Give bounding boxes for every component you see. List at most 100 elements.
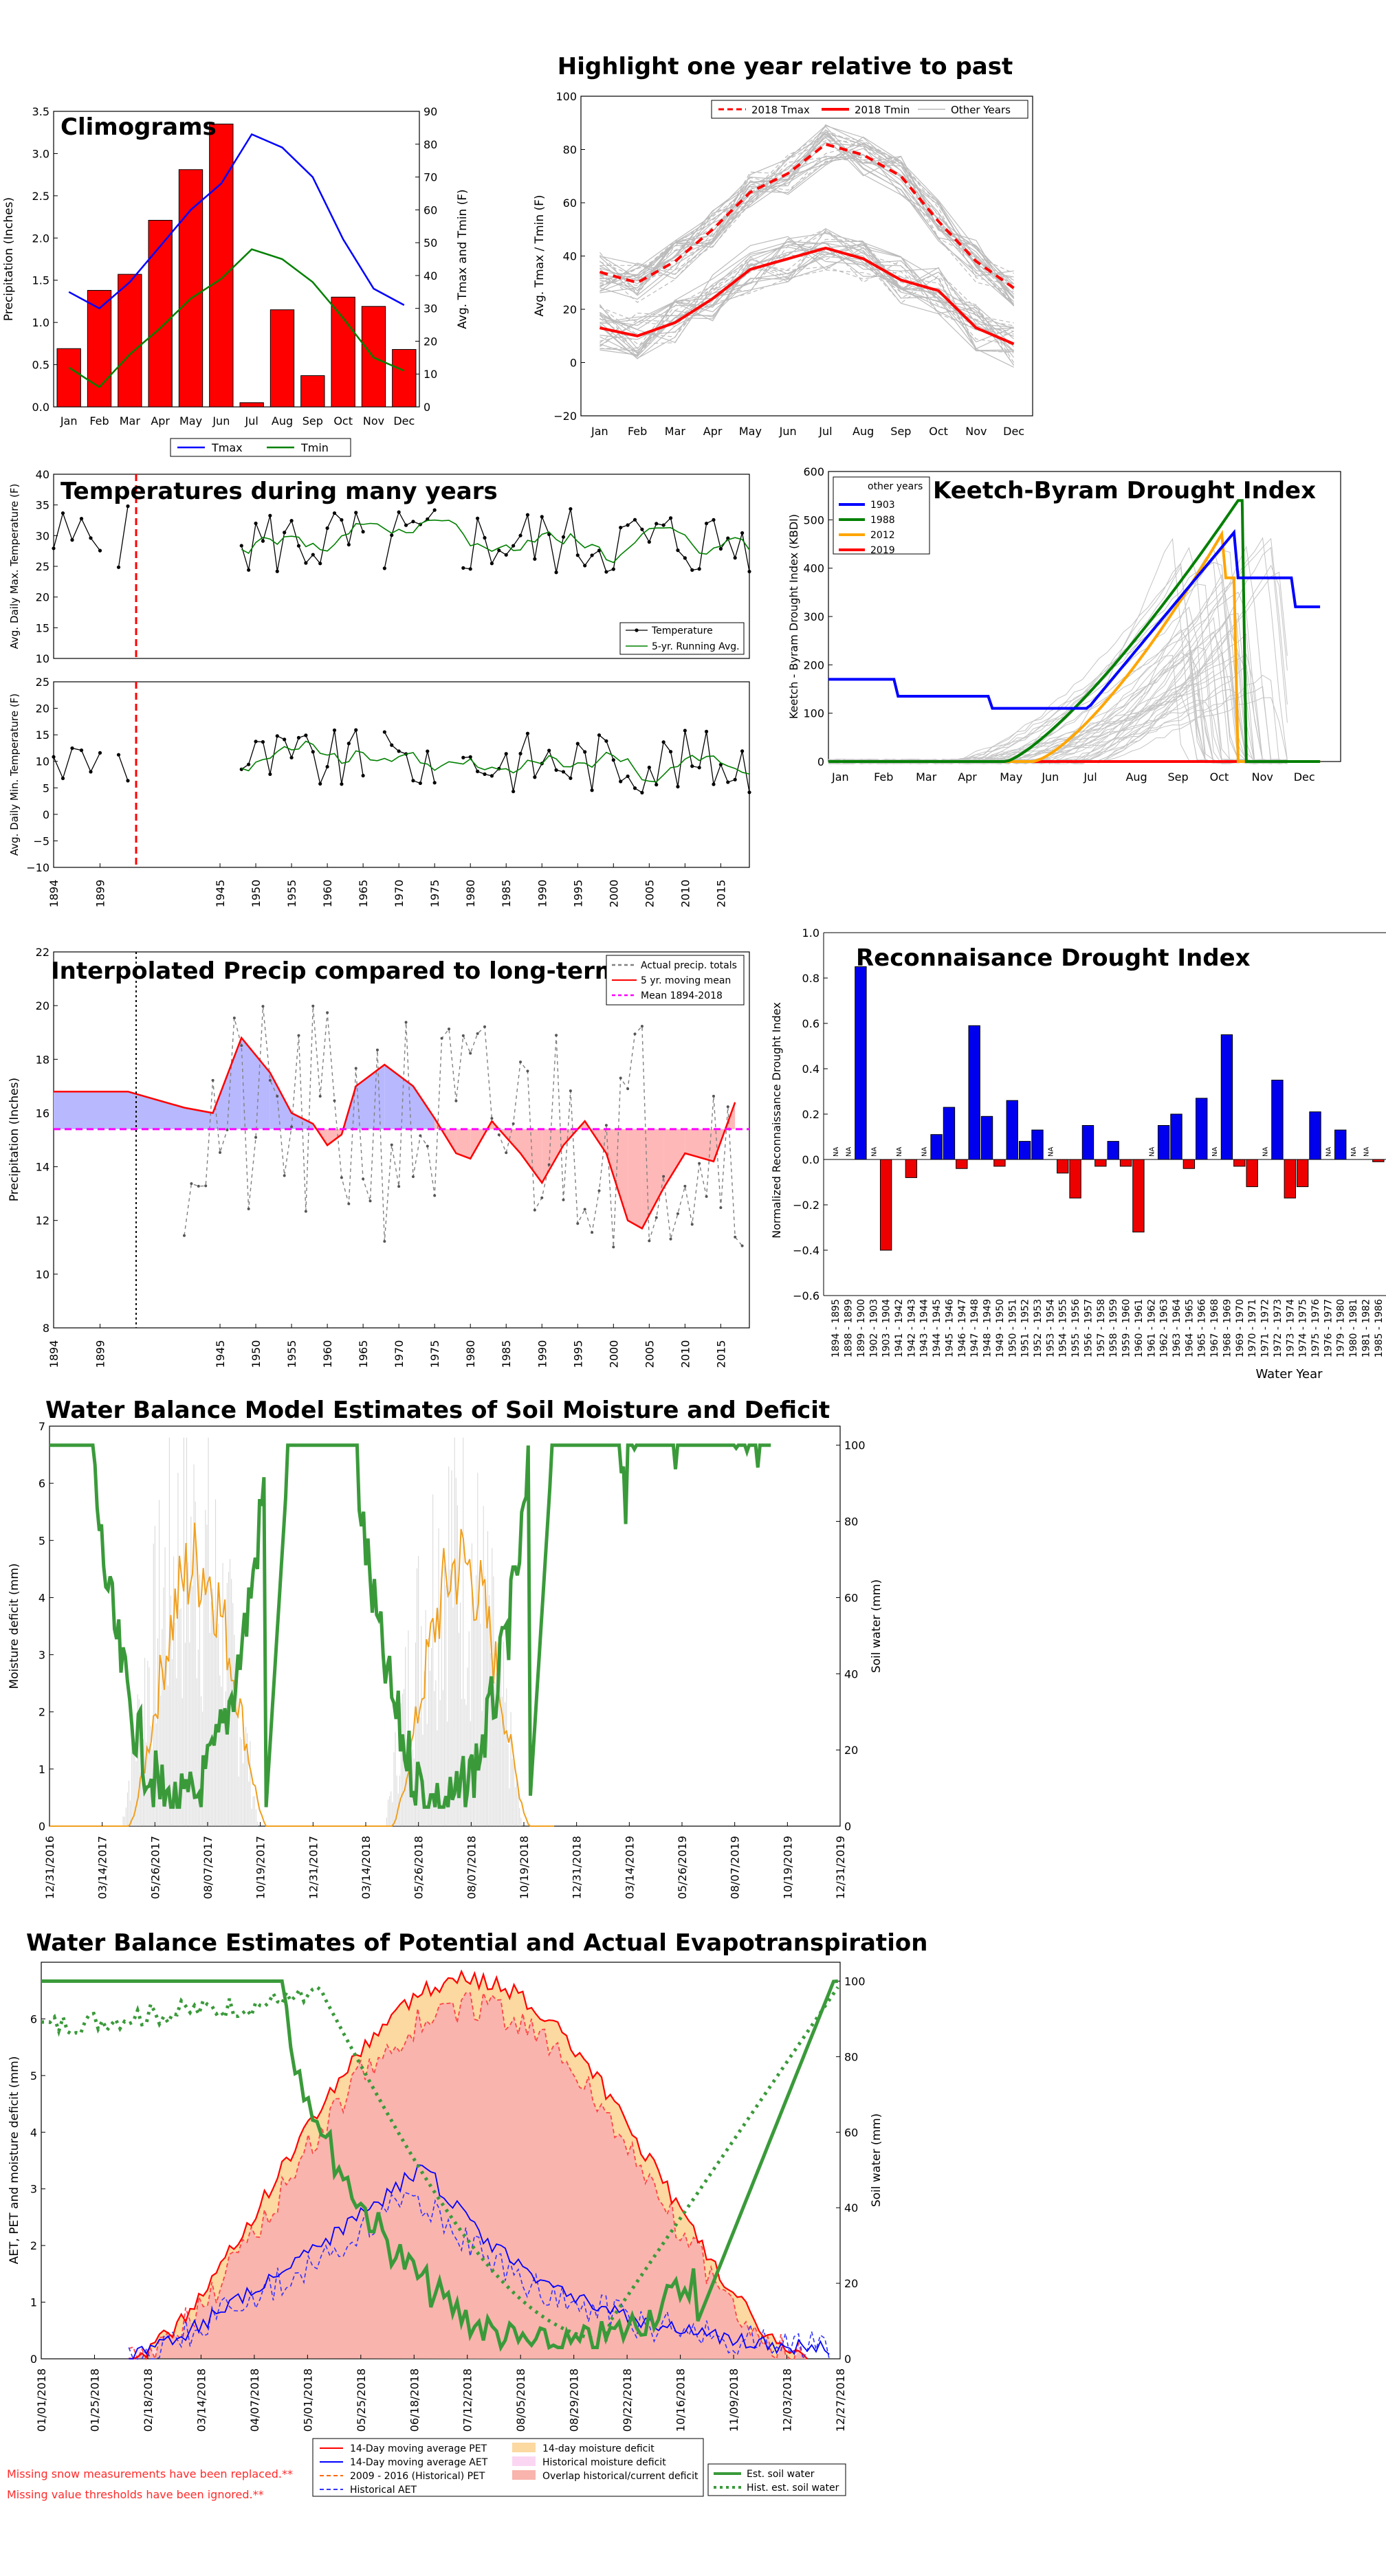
surplus-area [384, 1065, 413, 1129]
other-year-line [600, 241, 1014, 328]
legend-label: Temperature [651, 625, 713, 636]
month-label: Sep [302, 414, 323, 428]
y-tick-label: 10 [36, 755, 50, 768]
y-tick-label: 10 [424, 368, 437, 381]
temperature-point [397, 749, 401, 753]
temperature-point [668, 750, 673, 754]
actual-precip-point [197, 1184, 200, 1188]
actual-precip-point [662, 1175, 666, 1178]
x-tick-label: 1975 [428, 880, 441, 908]
temperature-point [126, 504, 130, 509]
y-tick-label: 60 [844, 1591, 858, 1604]
y-tick-label: 60 [844, 2126, 858, 2139]
x-tick-label: 09/22/2018 [621, 2368, 634, 2432]
actual-precip-point [368, 1199, 372, 1203]
temperature-line [118, 506, 129, 568]
precip-bar [209, 123, 234, 408]
legend-box [707, 2463, 846, 2496]
chart-rdi: −0.6 −0.4 −0.2 0.0 0.2 0.4 0.6 0.8 1.0 NA 1894 - 1… [770, 926, 1386, 1381]
month-label: Apr [151, 414, 170, 428]
y-tick-label: 5 [43, 781, 50, 795]
other-year-line [600, 242, 1014, 331]
actual-precip-point [411, 1175, 415, 1178]
precip-bar [392, 348, 417, 408]
y-tick-label: 2 [30, 2239, 37, 2252]
y-tick-label: 10 [36, 652, 50, 665]
other-year-line [600, 144, 1015, 298]
y-tick-label: −5 [33, 834, 50, 847]
other-year-line [600, 230, 1014, 340]
precip-bar [118, 274, 142, 408]
x-tick-label: 1903 - 1904 [881, 1299, 892, 1357]
x-tick-label: 03/14/2019 [623, 1836, 636, 1899]
y-axis-label: Moisture deficit (mm) [8, 1563, 21, 1689]
temperature-point [332, 511, 337, 515]
temperature-point [654, 783, 659, 787]
actual-precip-point [591, 1231, 594, 1234]
temperature-point [126, 779, 130, 783]
temperature-point [632, 786, 637, 790]
y-tick-label: 1.0 [802, 926, 820, 940]
x-tick-label: 1961 - 1962 [1146, 1299, 1157, 1357]
month-label: Jun [779, 425, 797, 438]
rdi-bar [930, 1134, 943, 1160]
temperature-point [554, 570, 558, 575]
y-tick-label: 25 [36, 676, 50, 689]
temperature-point [676, 548, 680, 553]
temperature-point [318, 562, 322, 566]
historical-aet-line [128, 2191, 830, 2361]
legend-box [312, 2438, 704, 2497]
y-tick-label: −10 [26, 861, 50, 874]
x-tick-label: 1947 - 1948 [969, 1299, 980, 1357]
plot-frame [41, 1962, 841, 2360]
y-tick-label: 100 [803, 707, 824, 720]
y-tick-label: 200 [803, 658, 824, 671]
temperature-point [476, 516, 480, 520]
temperature-point [79, 517, 84, 521]
x-tick-label: 1979 - 1980 [1336, 1299, 1347, 1357]
y-tick-label: 20 [36, 702, 50, 715]
temperature-point [340, 782, 344, 786]
y-tick-label: 0.0 [32, 401, 50, 414]
actual-precip-point [362, 1177, 365, 1181]
temperature-point [116, 753, 121, 757]
temperature-point [70, 538, 74, 542]
y-tick-label: 3 [30, 2183, 37, 2196]
chart-title: Interpolated Precip compared to long-ter… [51, 957, 619, 985]
month-label: Mar [120, 414, 141, 428]
month-label: Jul [818, 425, 832, 438]
temperature-point [247, 568, 251, 572]
actual-precip-point [690, 1223, 694, 1226]
temperature-point [733, 556, 737, 560]
legend-label: 14-day moisture deficit [542, 2443, 654, 2454]
y-tick-label: 50 [424, 236, 437, 249]
rdi-bar [1132, 1159, 1145, 1233]
y-tick-label: 0 [43, 808, 50, 821]
precip-bar [270, 309, 295, 408]
x-tick-label: 1969 - 1970 [1235, 1299, 1246, 1357]
x-tick-label: 1941 - 1942 [894, 1299, 905, 1357]
y2-axis-label: Soil water (mm) [870, 2113, 883, 2207]
chart-temperatures: 10 15 20 25 30 35 40 Avg. Daily Max. Temperatur… [8, 468, 751, 907]
x-tick-label: 08/05/2018 [514, 2368, 527, 2432]
month-label: Jun [212, 414, 230, 428]
temperature-line [118, 754, 129, 781]
x-tick-label: 2015 [714, 1340, 727, 1368]
x-tick-label: 04/07/2018 [248, 2368, 261, 2432]
actual-precip-point [676, 1212, 679, 1215]
y-axis-label: Avg. Tmax / Tmin (F) [533, 195, 547, 316]
na-label: NA [1262, 1147, 1270, 1157]
y2-axis-label: Soil water (mm) [870, 1579, 883, 1673]
y-tick-label: 80 [844, 2050, 858, 2063]
temperature-point [683, 729, 687, 733]
y-tick-label: 80 [563, 144, 577, 157]
y-tick-label: 10 [36, 1268, 50, 1281]
temperature-point [468, 755, 472, 759]
legend-swatch [512, 2470, 536, 2480]
y-tick-label: 30 [36, 529, 50, 542]
actual-precip-point [633, 1032, 637, 1036]
month-label: Mar [665, 425, 686, 438]
y-tick-label: 6 [30, 2012, 37, 2025]
temperature-line [241, 729, 364, 786]
running-avg-line [241, 740, 750, 783]
